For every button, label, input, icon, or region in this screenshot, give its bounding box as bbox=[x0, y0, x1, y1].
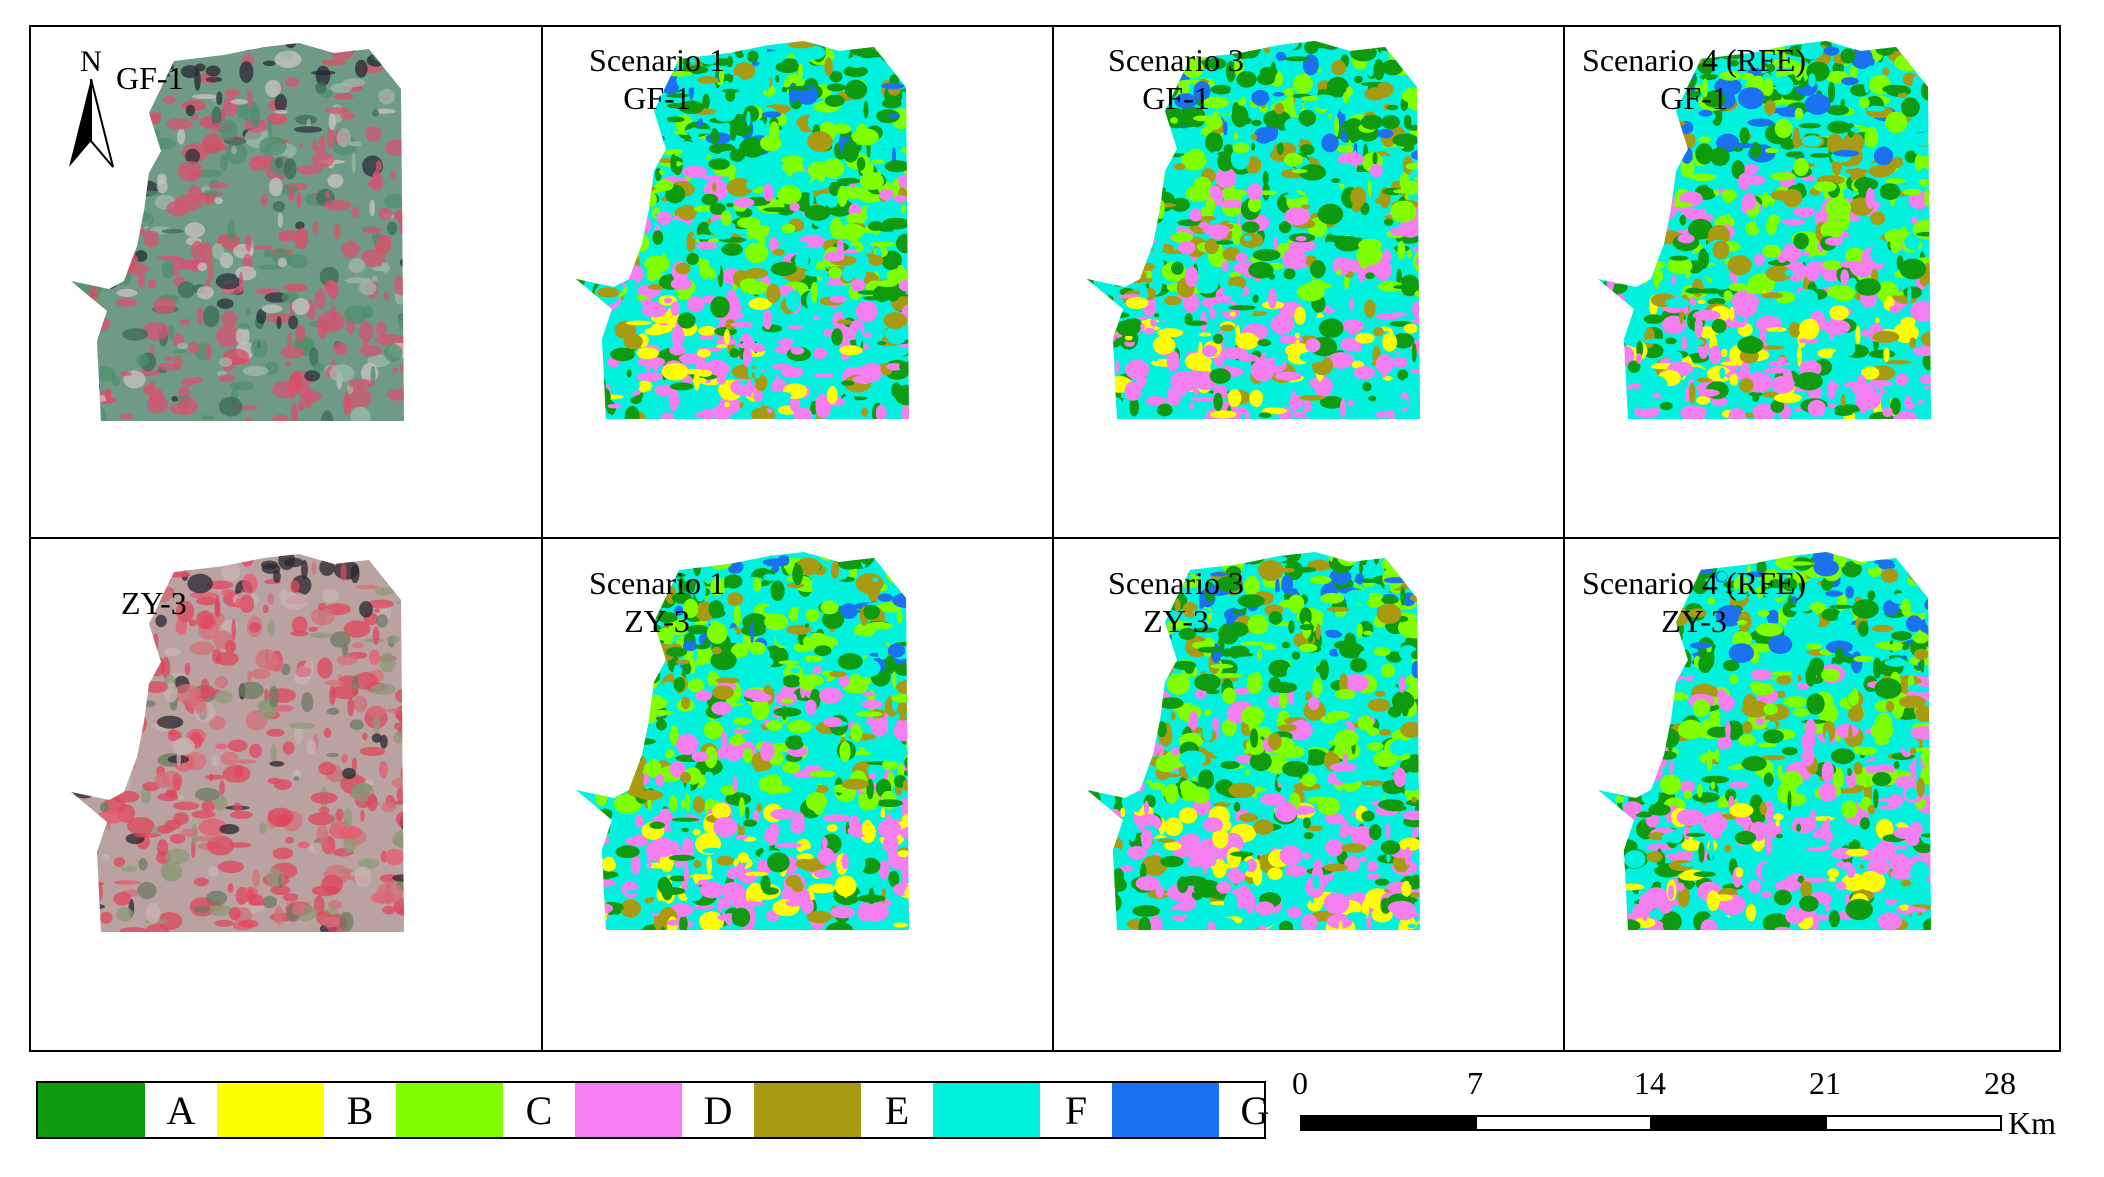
scale-bar: 0 7 14 21 28 Km bbox=[1292, 1065, 2080, 1165]
scale-tick-label: 0 bbox=[1292, 1065, 1308, 1101]
legend-swatch bbox=[575, 1083, 682, 1137]
legend-item: E bbox=[754, 1083, 933, 1137]
panel-title-line: GF-1 bbox=[1142, 80, 1210, 116]
legend-label: G bbox=[1240, 1088, 1270, 1133]
zy3-false-color-image bbox=[71, 554, 404, 932]
legend-swatch bbox=[754, 1083, 861, 1137]
panel-title: GF-1 bbox=[116, 59, 184, 97]
panel-title-line: Scenario 1 bbox=[589, 42, 725, 78]
panel-title-line: ZY-3 bbox=[1661, 603, 1727, 639]
panel-title: Scenario 4 (RFE) GF-1 bbox=[1564, 41, 1824, 117]
panel-title-line: ZY-3 bbox=[1143, 603, 1209, 639]
scale-segment-white bbox=[1825, 1115, 2002, 1131]
legend-item: C bbox=[396, 1083, 575, 1137]
class-legend: A B C D E F G bbox=[36, 1081, 1269, 1139]
panel-s4-zy3: Scenario 4 (RFE) ZY-3 bbox=[1564, 538, 2074, 1049]
legend-label: C bbox=[525, 1088, 553, 1133]
figure-grid: GF-1 N Scenario 1 GF-1 Scenario 3 GF-1 S… bbox=[29, 25, 2061, 1052]
classification-map bbox=[1087, 41, 1420, 419]
legend-label: D bbox=[703, 1088, 733, 1133]
scale-tick-label: 7 bbox=[1467, 1065, 1483, 1101]
scale-segment-black bbox=[1650, 1115, 1827, 1131]
panel-title: ZY-3 bbox=[121, 584, 187, 622]
panel-title-line: GF-1 bbox=[1660, 80, 1728, 116]
panel-title-line: Scenario 3 bbox=[1108, 565, 1244, 601]
panel-s3-zy3: Scenario 3 ZY-3 bbox=[1053, 538, 1563, 1049]
legend-item: D bbox=[575, 1083, 754, 1137]
panel-title: Scenario 3 GF-1 bbox=[1061, 41, 1291, 117]
panel-title-line: Scenario 1 bbox=[589, 565, 725, 601]
panel-title-line: ZY-3 bbox=[624, 603, 690, 639]
scale-segment-white bbox=[1475, 1115, 1652, 1131]
legend-swatch bbox=[217, 1083, 324, 1137]
scale-segment-black bbox=[1300, 1115, 1477, 1131]
legend-label: A bbox=[166, 1088, 196, 1133]
panel-title: Scenario 4 (RFE) ZY-3 bbox=[1564, 564, 1824, 640]
scale-tick-label: 14 bbox=[1634, 1065, 1666, 1101]
legend-label: B bbox=[346, 1088, 374, 1133]
grid-divider bbox=[31, 537, 2059, 539]
north-label: N bbox=[80, 45, 102, 78]
legend-item: A bbox=[38, 1083, 217, 1137]
panel-s1-zy3: Scenario 1 ZY-3 bbox=[542, 538, 1052, 1049]
panel-gf1-image: GF-1 N bbox=[31, 27, 541, 538]
legend-item: G bbox=[1112, 1083, 1291, 1137]
legend-swatch bbox=[396, 1083, 503, 1137]
panel-zy3-image: ZY-3 bbox=[31, 538, 541, 1049]
panel-title-line: GF-1 bbox=[623, 80, 691, 116]
classification-map bbox=[1598, 552, 1931, 930]
classification-map bbox=[1087, 552, 1420, 930]
legend-label: F bbox=[1064, 1088, 1088, 1133]
classification-map bbox=[576, 41, 909, 419]
panel-s3-gf1: Scenario 3 GF-1 bbox=[1053, 27, 1563, 538]
legend-item: F bbox=[933, 1083, 1112, 1137]
panel-title-line: GF-1 bbox=[116, 60, 184, 96]
legend-item: B bbox=[217, 1083, 396, 1137]
panel-s1-gf1: Scenario 1 GF-1 bbox=[542, 27, 1052, 538]
panel-title-line: Scenario 4 (RFE) bbox=[1582, 565, 1806, 601]
legend-swatch bbox=[1112, 1083, 1219, 1137]
panel-title: Scenario 1 ZY-3 bbox=[542, 564, 772, 640]
legend-swatch bbox=[38, 1083, 145, 1137]
north-arrow-icon bbox=[69, 79, 114, 168]
panel-title: Scenario 1 GF-1 bbox=[542, 41, 772, 117]
north-arrow: N bbox=[61, 45, 121, 168]
panel-title-line: ZY-3 bbox=[121, 585, 187, 621]
legend-label: E bbox=[884, 1088, 910, 1133]
panel-title-line: Scenario 4 (RFE) bbox=[1582, 42, 1806, 78]
panel-title-line: Scenario 3 bbox=[1108, 42, 1244, 78]
scale-unit: Km bbox=[2008, 1105, 2056, 1141]
classification-map bbox=[576, 552, 909, 930]
scale-tick-label: 28 bbox=[1984, 1065, 2016, 1101]
scale-tick-label: 21 bbox=[1809, 1065, 1841, 1101]
panel-title: Scenario 3 ZY-3 bbox=[1061, 564, 1291, 640]
legend-swatch bbox=[933, 1083, 1040, 1137]
panel-s4-gf1: Scenario 4 (RFE) GF-1 bbox=[1564, 27, 2074, 538]
classification-map bbox=[1598, 41, 1931, 419]
